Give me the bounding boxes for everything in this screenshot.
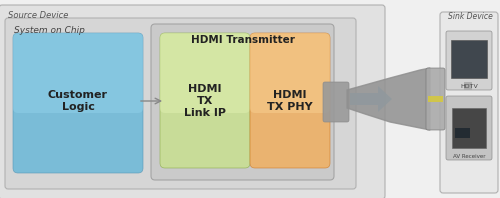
Bar (464, 82, 472, 90)
Text: AV Receiver: AV Receiver (453, 154, 485, 159)
FancyBboxPatch shape (160, 33, 250, 168)
Bar (428, 96, 443, 102)
Text: HDTV: HDTV (460, 84, 478, 89)
FancyBboxPatch shape (426, 68, 445, 130)
FancyBboxPatch shape (160, 33, 250, 113)
Text: Customer
Logic: Customer Logic (48, 90, 108, 112)
FancyBboxPatch shape (250, 33, 330, 168)
FancyBboxPatch shape (446, 31, 492, 90)
Polygon shape (350, 86, 392, 112)
FancyBboxPatch shape (250, 33, 330, 113)
Polygon shape (347, 68, 430, 130)
Bar (455, 128, 470, 138)
Bar (452, 108, 486, 148)
Bar (451, 40, 487, 78)
Text: Source Device: Source Device (8, 11, 68, 20)
Text: Sink Device: Sink Device (448, 12, 492, 21)
FancyBboxPatch shape (13, 33, 143, 173)
FancyBboxPatch shape (440, 12, 498, 193)
Text: HDMI
TX PHY: HDMI TX PHY (267, 90, 313, 112)
Text: System on Chip: System on Chip (14, 26, 85, 35)
FancyBboxPatch shape (446, 96, 492, 160)
Text: HDMI
TX
Link IP: HDMI TX Link IP (184, 84, 226, 118)
FancyBboxPatch shape (0, 5, 385, 198)
FancyBboxPatch shape (151, 24, 334, 180)
FancyBboxPatch shape (5, 18, 356, 189)
FancyBboxPatch shape (323, 82, 349, 122)
Text: HDMI Transmitter: HDMI Transmitter (191, 35, 295, 45)
FancyBboxPatch shape (13, 33, 143, 113)
